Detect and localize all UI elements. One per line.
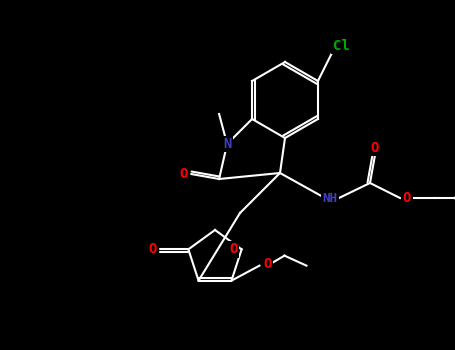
Text: O: O bbox=[229, 242, 238, 256]
Text: O: O bbox=[371, 141, 379, 155]
Text: NH: NH bbox=[323, 191, 338, 204]
Text: N: N bbox=[223, 137, 231, 151]
Text: O: O bbox=[148, 242, 157, 256]
Text: O: O bbox=[403, 191, 411, 205]
Text: O: O bbox=[179, 167, 187, 181]
Text: O: O bbox=[263, 257, 272, 271]
Text: Cl: Cl bbox=[333, 39, 349, 53]
